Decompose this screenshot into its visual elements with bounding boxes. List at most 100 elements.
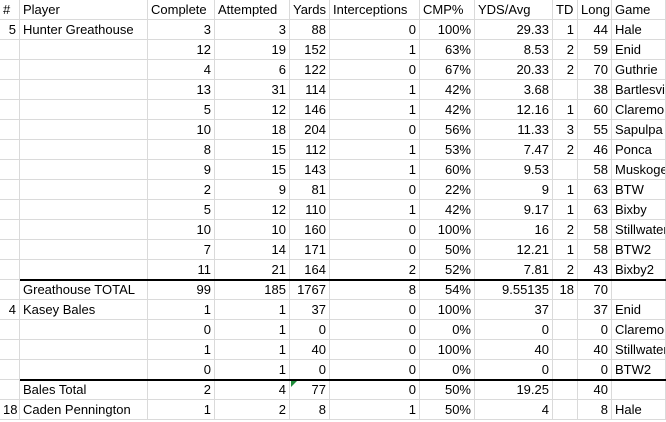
cell: Bixby (612, 200, 666, 220)
header-cell: Game (612, 0, 666, 20)
cell: 0 (330, 300, 420, 320)
cell: 0 (330, 120, 420, 140)
cell: 6 (215, 60, 290, 80)
cell: Sapulpa (612, 120, 666, 140)
cell: 18 (215, 120, 290, 140)
cell: 70 (578, 60, 612, 80)
cell (0, 160, 20, 180)
cell (20, 100, 148, 120)
cell: 12.21 (475, 240, 553, 260)
cell (20, 220, 148, 240)
cell: 1767 (290, 280, 330, 300)
cell: 20.33 (475, 60, 553, 80)
cell: 1 (215, 300, 290, 320)
cell: 0 (330, 320, 420, 340)
cell (0, 120, 20, 140)
cell: 0 (330, 60, 420, 80)
header-cell: Attempted (215, 0, 290, 20)
cell (0, 220, 20, 240)
cell (612, 280, 666, 300)
cell: 2 (553, 260, 578, 280)
cell: 56% (420, 120, 475, 140)
cell: 1 (553, 20, 578, 40)
cell: 81 (290, 180, 330, 200)
cell: 52% (420, 260, 475, 280)
cell (0, 80, 20, 100)
cell: 164 (290, 260, 330, 280)
cell: 77 (290, 380, 330, 400)
cell: 9.55135 (475, 280, 553, 300)
cell (20, 80, 148, 100)
cell: 19.25 (475, 380, 553, 400)
header-cell: YDS/Avg (475, 0, 553, 20)
header-cell: Complete (148, 0, 215, 20)
header-cell: Long (578, 0, 612, 20)
cell: 2 (330, 260, 420, 280)
cell: 42% (420, 80, 475, 100)
cell: Hale (612, 20, 666, 40)
header-cell: # (0, 0, 20, 20)
cell: 0 (578, 320, 612, 340)
cell (0, 380, 20, 400)
cell: 43 (578, 260, 612, 280)
cell: 10 (215, 220, 290, 240)
cell: 0 (330, 220, 420, 240)
cell: 0 (330, 340, 420, 360)
cell: 5 (148, 200, 215, 220)
error-indicator (291, 381, 297, 387)
cell: 143 (290, 160, 330, 180)
cell: 2 (553, 140, 578, 160)
cell: 1 (330, 40, 420, 60)
cell: 1 (330, 140, 420, 160)
cell: 171 (290, 240, 330, 260)
cell: Guthrie (612, 60, 666, 80)
cell: 0 (475, 360, 553, 380)
cell: 70 (578, 280, 612, 300)
cell: 1 (215, 340, 290, 360)
cell (20, 120, 148, 140)
cell: 7.47 (475, 140, 553, 160)
cell: Enid (612, 40, 666, 60)
cell (0, 200, 20, 220)
cell: Bales Total (20, 380, 148, 400)
cell: 12 (215, 200, 290, 220)
cell: 100% (420, 340, 475, 360)
cell: BTW2 (612, 240, 666, 260)
cell (553, 380, 578, 400)
cell: 146 (290, 100, 330, 120)
cell: 0 (330, 380, 420, 400)
cell: 58 (578, 220, 612, 240)
cell: 40 (475, 340, 553, 360)
cell: 2 (553, 60, 578, 80)
header-cell: CMP% (420, 0, 475, 20)
cell: 1 (215, 360, 290, 380)
cell (0, 280, 20, 300)
cell: Caden Pennington (20, 400, 148, 420)
cell: 4 (215, 380, 290, 400)
cell (20, 160, 148, 180)
cell: 1 (330, 400, 420, 420)
cell: 50% (420, 400, 475, 420)
cell: 0 (148, 320, 215, 340)
cell (20, 200, 148, 220)
cell: 11 (148, 260, 215, 280)
cell: 4 (0, 300, 20, 320)
cell (553, 320, 578, 340)
cell (20, 320, 148, 340)
cell: 1 (148, 300, 215, 320)
cell: 1 (553, 200, 578, 220)
cell: 16 (475, 220, 553, 240)
header-cell: Player (20, 0, 148, 20)
cell: 2 (553, 220, 578, 240)
cell: 12 (148, 40, 215, 60)
cell: 3 (215, 20, 290, 40)
cell: 122 (290, 60, 330, 80)
cell: Bixby2 (612, 260, 666, 280)
cell: 1 (330, 100, 420, 120)
cell: Greathouse TOTAL (20, 280, 148, 300)
cell: 8 (148, 140, 215, 160)
cell: 3 (148, 20, 215, 40)
cell: 0 (330, 240, 420, 260)
cell: BTW (612, 180, 666, 200)
